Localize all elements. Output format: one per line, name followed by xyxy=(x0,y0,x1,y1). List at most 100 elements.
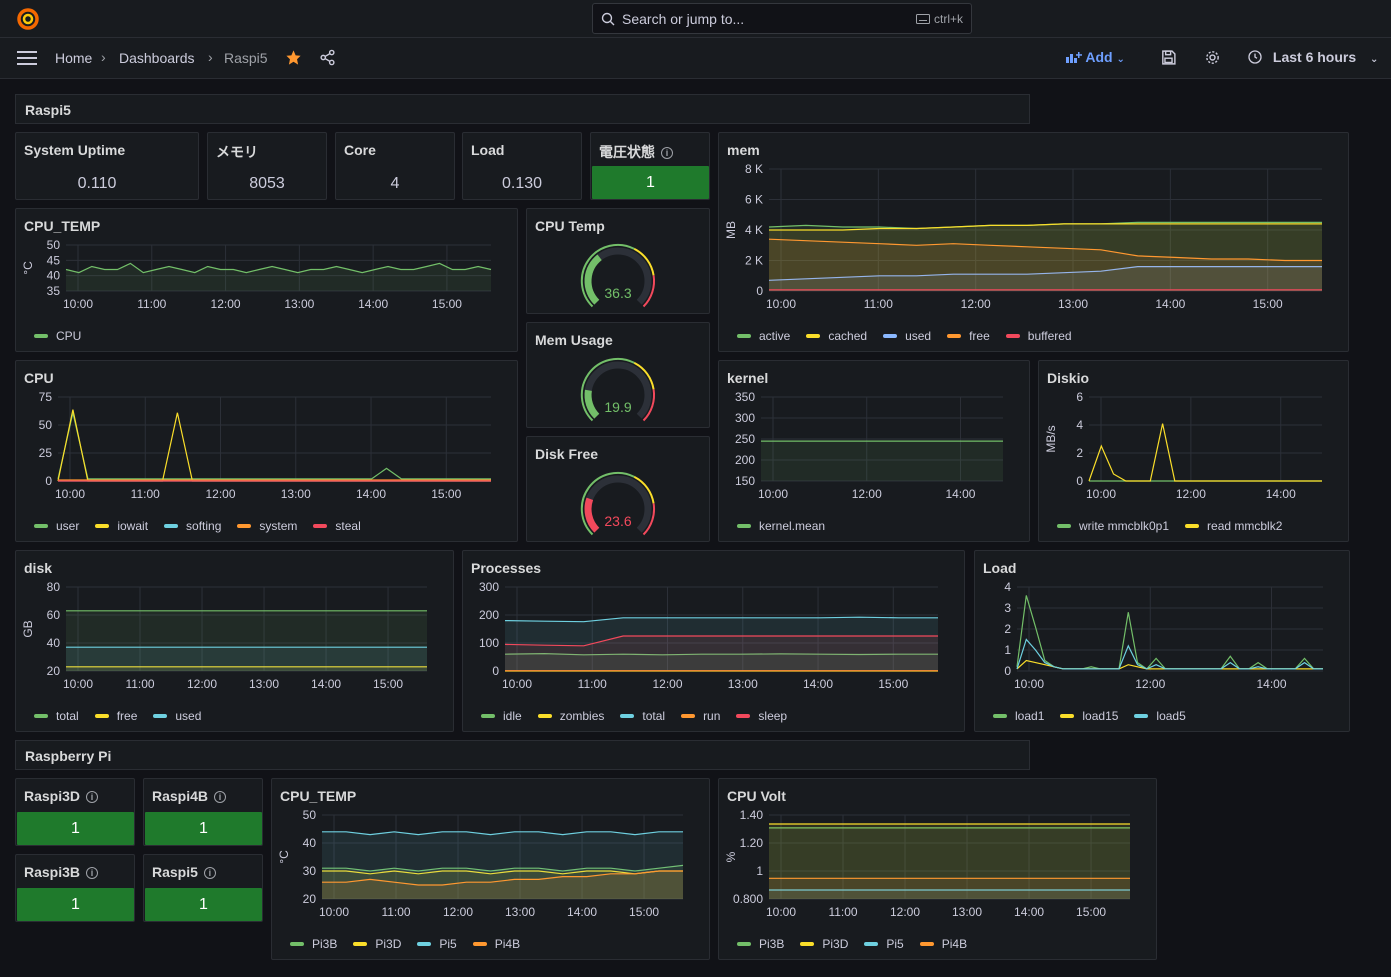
legend-item[interactable]: free xyxy=(947,329,990,343)
keyboard-shortcut-hint: ctrl+k xyxy=(915,12,963,26)
legend-item[interactable]: load5 xyxy=(1134,709,1186,723)
stat-panel-voltage-status[interactable]: 電圧状態 i 1 xyxy=(590,132,710,200)
legend-item[interactable]: load1 xyxy=(993,709,1044,723)
legend-item[interactable]: zombies xyxy=(537,709,604,723)
panel-kernel[interactable]: kernel 350 300 250 200 150 10:00 12:00 14:00 ker… xyxy=(718,360,1030,542)
info-icon[interactable]: i xyxy=(86,867,99,879)
legend-swatch xyxy=(947,334,962,338)
legend-item[interactable]: read mmcblk2 xyxy=(1185,519,1282,533)
save-icon[interactable] xyxy=(1160,49,1177,66)
x-tick-label: 11:00 xyxy=(828,905,857,919)
panel-load[interactable]: Load 4 3 2 1 0 10:00 12:00 14:00 load1 load15 load… xyxy=(974,550,1350,732)
legend-item[interactable]: load15 xyxy=(1060,709,1118,723)
gauge-threshold xyxy=(633,362,655,390)
legend-item[interactable]: user xyxy=(34,519,79,533)
legend-item[interactable]: used xyxy=(883,329,931,343)
legend-item[interactable]: Pi4B xyxy=(919,937,968,951)
legend-swatch xyxy=(353,942,368,946)
stat-green-fill: 1 xyxy=(17,812,134,845)
grafana-logo-icon[interactable] xyxy=(16,7,40,31)
panel-cpu-temp[interactable]: CPU_TEMP 50 45 40 35 10:00 11:00 12:00 13:00 14:… xyxy=(15,208,518,352)
legend-item[interactable]: idle xyxy=(481,709,522,723)
stat-panel-raspi4b[interactable]: Raspi4B i 1 xyxy=(143,778,263,846)
add-button[interactable]: Add ⌄ xyxy=(1066,49,1125,65)
legend-item[interactable]: Pi3B xyxy=(737,937,784,951)
panel-disk[interactable]: disk 80 60 40 20 10:00 11:00 12:00 13:00 14:00 15… xyxy=(15,550,454,732)
legend-item[interactable]: system xyxy=(237,519,297,533)
legend-item[interactable]: Pi3D xyxy=(800,937,848,951)
legend-item[interactable]: Pi3D xyxy=(353,937,401,951)
menu-icon[interactable] xyxy=(16,50,38,66)
legend-item[interactable]: Pi4B xyxy=(472,937,520,951)
breadcrumb-home[interactable]: Home xyxy=(55,50,93,66)
panel-cpu-volt[interactable]: CPU Volt 1.40 1.20 1 0.800 10:00 11:00 12:00 13… xyxy=(718,778,1157,960)
legend-item[interactable]: sleep xyxy=(736,709,787,723)
panel-title: メモリ xyxy=(216,144,258,160)
stat-green-fill: 1 xyxy=(145,812,262,845)
legend-item[interactable]: Pi5 xyxy=(864,937,904,951)
legend-item[interactable]: kernel.mean xyxy=(737,519,825,533)
legend-label: Pi4B xyxy=(941,937,968,951)
panel-processes[interactable]: Processes 300 200 100 0 10:00 11:00 12:00 13:00… xyxy=(462,550,965,732)
legend-item[interactable]: total xyxy=(34,709,79,723)
stat-panel-raspi3b[interactable]: Raspi3B i 1 xyxy=(15,854,135,922)
y-tick-label: 50 xyxy=(303,808,317,822)
chevron-down-icon: ⌄ xyxy=(1116,54,1125,65)
stat-panel-raspi3d[interactable]: Raspi3D i 1 xyxy=(15,778,135,846)
stat-value: 1 xyxy=(646,174,655,191)
x-tick-label: 11:00 xyxy=(125,677,154,691)
series-line xyxy=(322,864,684,872)
legend-item[interactable]: write mmcblk0p1 xyxy=(1057,519,1169,533)
legend-swatch xyxy=(95,524,110,528)
legend-item[interactable]: Pi3B xyxy=(290,937,337,951)
legend-label: free xyxy=(969,329,990,343)
row-header-raspi5[interactable]: Raspi5 xyxy=(15,94,1030,124)
time-range-picker[interactable]: Last 6 hours ⌄ xyxy=(1247,49,1378,65)
add-label: Add xyxy=(1085,49,1113,65)
panel-diskio[interactable]: Diskio 6 4 2 0 10:00 12:00 14:00 MB/s write mmcb… xyxy=(1038,360,1349,542)
gauge-panel-disk-free[interactable]: Disk Free 23.6 xyxy=(526,436,710,542)
legend-swatch xyxy=(153,714,168,718)
info-icon[interactable]: i xyxy=(214,791,227,803)
y-tick-label: 4 xyxy=(1004,580,1011,594)
x-tick-label: 14:00 xyxy=(1266,487,1296,501)
gauge-panel-mem-usage[interactable]: Mem Usage 19.9 xyxy=(526,322,710,428)
legend-item[interactable]: softing xyxy=(164,519,221,533)
search-icon xyxy=(601,12,615,26)
row-header-raspberry-pi[interactable]: Raspberry Pi xyxy=(15,740,1030,770)
stat-panel-core[interactable]: Core 4 xyxy=(335,132,455,200)
info-icon[interactable]: i xyxy=(86,791,99,803)
legend-item[interactable]: cached xyxy=(806,329,867,343)
legend-label: softing xyxy=(186,519,222,533)
legend-item[interactable]: active xyxy=(737,329,790,343)
legend-item[interactable]: steal xyxy=(313,519,361,533)
legend-item[interactable]: run xyxy=(681,709,720,723)
legend-item[interactable]: total xyxy=(620,709,665,723)
legend-item[interactable]: iowait xyxy=(95,519,148,533)
gauge-threshold xyxy=(580,471,635,536)
legend-item[interactable]: CPU xyxy=(34,329,81,343)
chart-plot: 4 3 2 1 010:00 12:00 14:00 xyxy=(1004,580,1323,691)
breadcrumb-dashboards[interactable]: Dashboards xyxy=(119,50,195,66)
info-icon[interactable]: i xyxy=(203,867,216,879)
info-icon[interactable]: i xyxy=(661,147,673,159)
legend-item[interactable]: free xyxy=(94,709,137,723)
stat-panel-load[interactable]: Load 0.130 xyxy=(462,132,582,200)
legend-item[interactable]: used xyxy=(153,709,201,723)
panel-pi-cpu-temp[interactable]: CPU_TEMP 50 40 30 20 10:00 11:00 12:00 13:00 14:… xyxy=(271,778,710,960)
panel-cpu[interactable]: CPU 75 50 25 0 10:00 11:00 12:00 13:00 14:00 15:0… xyxy=(15,360,518,542)
stat-panel-system-uptime[interactable]: System Uptime 0.110 xyxy=(15,132,199,200)
legend-item[interactable]: buffered xyxy=(1005,329,1072,343)
gear-icon[interactable] xyxy=(1204,49,1221,66)
legend-item[interactable]: Pi5 xyxy=(417,937,457,951)
x-tick-label: 11:00 xyxy=(864,297,893,311)
stat-panel-memory[interactable]: メモリ 8053 xyxy=(207,132,327,200)
share-icon[interactable] xyxy=(319,49,336,66)
legend-swatch xyxy=(919,942,934,946)
star-icon[interactable] xyxy=(285,49,302,66)
stat-panel-raspi5[interactable]: Raspi5 i 1 xyxy=(143,854,263,922)
search-input[interactable]: Search or jump to... ctrl+k xyxy=(592,3,972,34)
panel-mem[interactable]: mem 8 K 6 K 4 K 2 K 0 10:00 11:00 12:00 13:00 14:… xyxy=(718,132,1349,352)
gauge-panel-cpu-temp[interactable]: CPU Temp 36.3 xyxy=(526,208,710,314)
